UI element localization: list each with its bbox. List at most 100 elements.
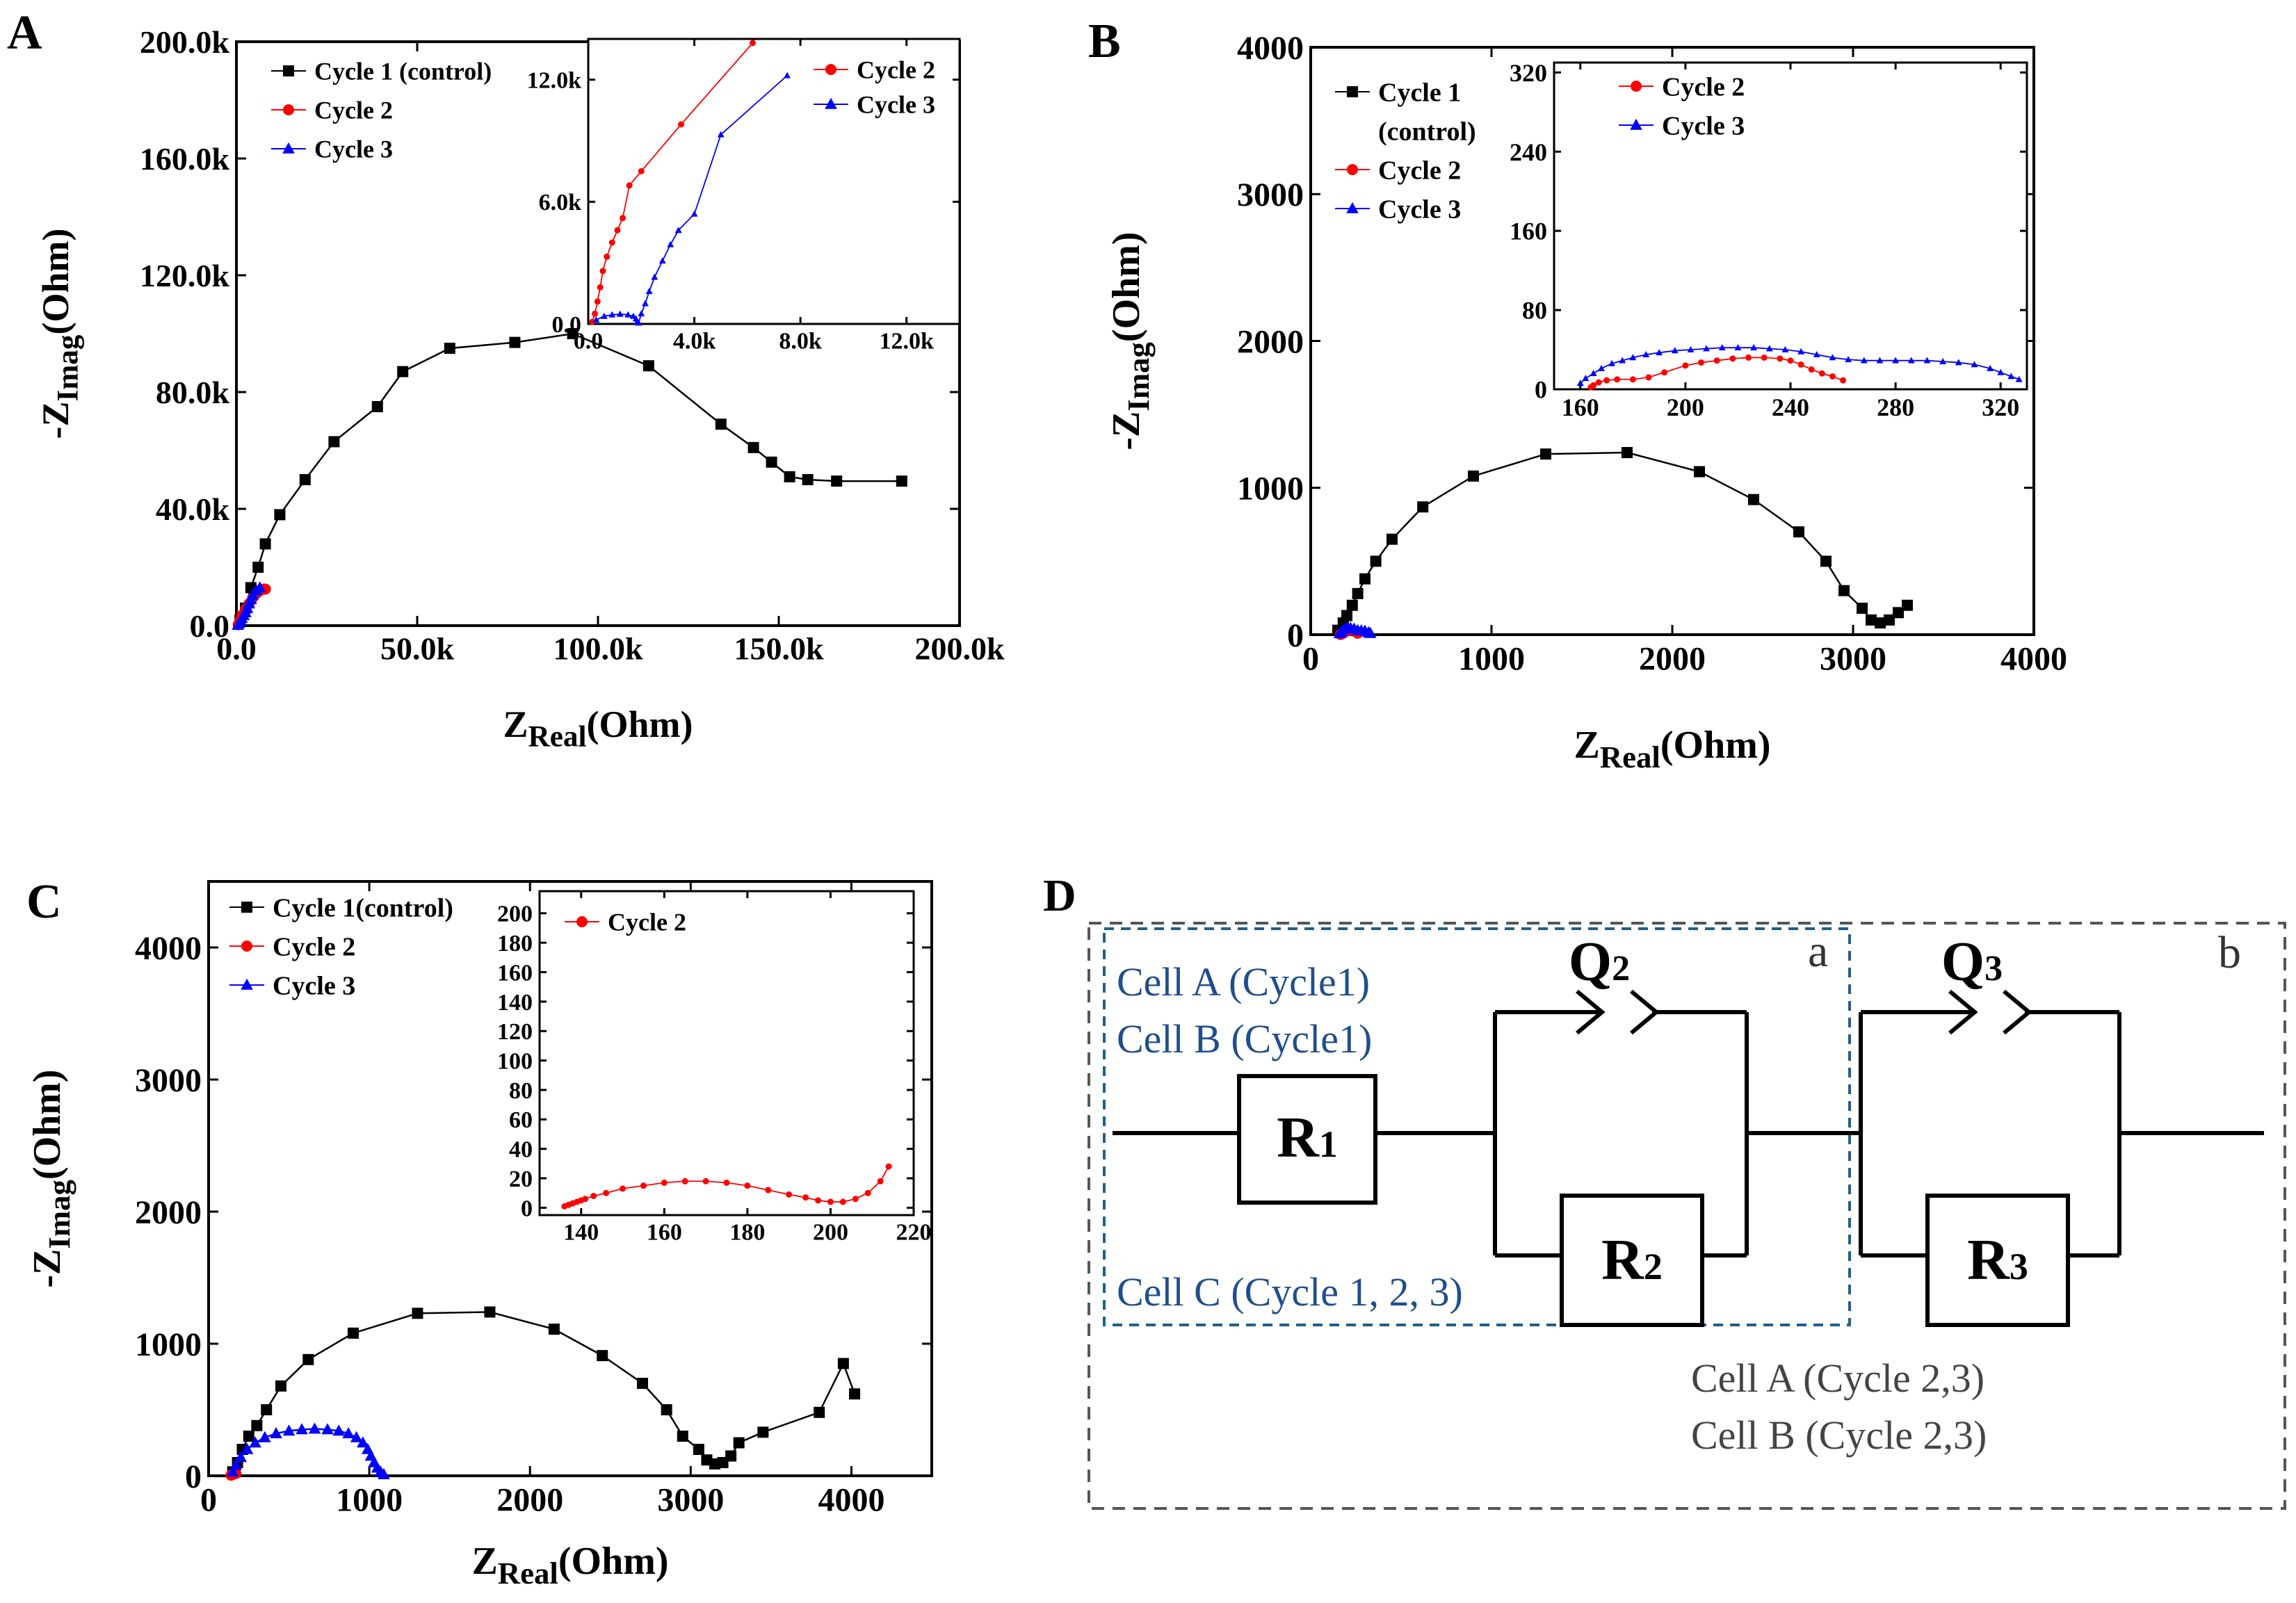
chart-a-data-point: [252, 562, 264, 573]
chart-b-inset-x-tick-label: 280: [1877, 393, 1914, 421]
chart-c-inset-data-point: [603, 1189, 610, 1196]
chart-a-inset-y-tick-label: 0.0: [552, 312, 582, 338]
chart-c-y-tick-label: 1000: [135, 1326, 202, 1363]
chart-b-inset-x-tick-label: 320: [1982, 393, 2019, 421]
chart-b-inset-data-point: [1629, 354, 1637, 361]
chart-c-inset-y-tick-label: 40: [509, 1137, 533, 1163]
chart-b-inset-data-point: [1682, 362, 1689, 369]
chart-c-inset-y-tick-label: 60: [509, 1107, 533, 1133]
chart-b-inset-data-point: [1687, 345, 1695, 352]
chart-b-inset-data-point: [1845, 356, 1852, 363]
chart-b-inset-y-tick-label: 0: [1535, 376, 1547, 404]
chart-b-data-point: [1359, 573, 1371, 585]
chart-b-inset-y-tick-label: 80: [1522, 297, 1547, 325]
chart-a-y-tick-label: 40.0k: [156, 491, 230, 527]
chart-a-inset-legend-marker: [825, 64, 836, 75]
chart-panel-a: A 0.0 50.0k 100.0k 150.0k 200.0k 0.0 40.0k 80.0k…: [7, 6, 1005, 754]
q2-main: Q: [1569, 931, 1612, 993]
chart-b-inset-legend-marker: [1631, 81, 1642, 92]
chart-c-data-point: [637, 1378, 648, 1389]
chart-b-inset-data-point: [2007, 373, 2015, 380]
chart-c-x-tick-label: 4000: [818, 1481, 884, 1518]
chart-a-y-title-sub: Imag: [52, 334, 85, 401]
chart-b-inset-data-point: [1661, 369, 1668, 376]
chart-c-y-title-unit: (Ohm): [26, 1069, 69, 1180]
chart-a-inset-legend: Cycle 2 Cycle 3: [814, 56, 935, 119]
chart-b-x-title-main: Z: [1574, 724, 1599, 767]
chart-a-inset-data-point: [597, 284, 604, 291]
chart-b-inset-data-point: [1713, 357, 1720, 364]
chart-c-data-point: [849, 1388, 861, 1400]
chart-c-inset-data-point: [640, 1182, 647, 1189]
chart-c-inset-data-point: [827, 1198, 834, 1205]
chart-b-inset-data-point: [1765, 345, 1773, 352]
chart-b-inset-data-point: [1629, 376, 1636, 383]
chart-a-legend-marker: [283, 104, 294, 115]
chart-a-y-tick-label: 0.0: [190, 608, 230, 644]
chart-c-inset-legend-marker: [576, 916, 588, 927]
chart-a-inset-data-point: [638, 168, 645, 174]
chart-b-inset-data-point: [1829, 373, 1836, 380]
chart-b-inset-data-point: [1876, 357, 1884, 364]
chart-b-y-title-main: -Z: [1105, 412, 1148, 450]
resistor-r2: R2: [1560, 1194, 1704, 1327]
chart-b-legend-marker: [1347, 164, 1358, 175]
chart-a-inset-data-point: [604, 253, 611, 260]
chart-c-inset-y-tick-label: 100: [497, 1048, 533, 1074]
chart-b-legend-label: Cycle 1: [1378, 78, 1461, 107]
chart-b-legend-label: Cycle 2: [1378, 156, 1461, 185]
chart-b-inset-data-point: [1955, 359, 1962, 366]
chart-c-data-point: [261, 1404, 273, 1415]
cell-c-cycles-label: Cell C (Cycle 1, 2, 3): [1117, 1269, 1463, 1315]
chart-a-inset-data-point: [717, 131, 725, 138]
chart-c-inset-data-point: [582, 1196, 589, 1203]
chart-c-inset-data-point: [744, 1182, 751, 1189]
chart-c-inset-y-tick-label: 200: [497, 902, 533, 927]
chart-a-data-point: [274, 509, 286, 521]
chart-c-y-tick-label: 3000: [135, 1062, 202, 1099]
chart-b-inset-legend-label: Cycle 2: [1662, 72, 1745, 101]
chart-b-y-tick-label: 4000: [1237, 30, 1304, 67]
chart-b-inset-data-point: [1860, 357, 1868, 364]
chart-b-inset-legend-label: Cycle 3: [1662, 111, 1745, 140]
chart-a-inset-data-point: [678, 121, 684, 128]
chart-a-inset-data-point: [599, 268, 606, 275]
chart-b-inset-data-point: [1808, 366, 1815, 373]
chart-a-inset-data-point: [608, 311, 616, 318]
chart-b-x-tick-label: 0: [1302, 640, 1319, 677]
chart-b-data-point: [1622, 447, 1633, 459]
resistor-r3: R3: [1925, 1194, 2070, 1327]
chart-a-series-3: [232, 581, 266, 630]
chart-a-x-tick-label: 100.0k: [553, 630, 643, 666]
chart-a-y-axis-title: -ZImag(Ohm): [35, 229, 85, 439]
chart-b-inset-data-point: [1698, 359, 1705, 366]
chart-c-legend-marker: [241, 902, 252, 913]
chart-c-inset-y-tick-label: 80: [509, 1078, 533, 1104]
chart-c-data-point: [308, 1422, 321, 1434]
chart-a-inset-data-point: [642, 300, 649, 307]
chart-c-data-point: [302, 1353, 314, 1365]
chart-c-inset-frame: [538, 890, 915, 1217]
cell-b-cycle1-label: Cell B (Cycle1): [1117, 1016, 1372, 1061]
chart-b-inset-data-point: [1598, 364, 1605, 371]
chart-c-data-point: [249, 1436, 261, 1448]
chart-a-inset-data-point: [638, 310, 645, 317]
chart-b-inset-data-point: [1642, 350, 1650, 357]
box-a-label: a: [1808, 926, 1828, 977]
chart-c-inset-x-tick-label: 200: [813, 1220, 848, 1246]
chart-a-inset-data-point: [626, 182, 633, 189]
chart-b-y-tick-label: 2000: [1237, 323, 1304, 360]
chart-c-data-point: [350, 1431, 363, 1442]
chart-b-inset-data-point: [1971, 361, 1978, 368]
chart-b-inset-data-point: [1729, 355, 1736, 362]
svg-text:R1: R1: [1277, 1105, 1338, 1170]
chart-a-data-point: [254, 581, 266, 593]
chart-a-y-title-main: -Z: [35, 401, 76, 439]
chart-c-inset-data-point: [723, 1179, 730, 1186]
chart-a-inset-y-tick-label: 12.0k: [527, 67, 582, 93]
chart-b-inset-data-point: [1750, 344, 1758, 351]
chart-c-inset-data-point: [765, 1187, 772, 1194]
chart-b-inset-data-point: [1939, 357, 1947, 364]
chart-a-inset-x-tick-label: 12.0k: [880, 329, 935, 355]
